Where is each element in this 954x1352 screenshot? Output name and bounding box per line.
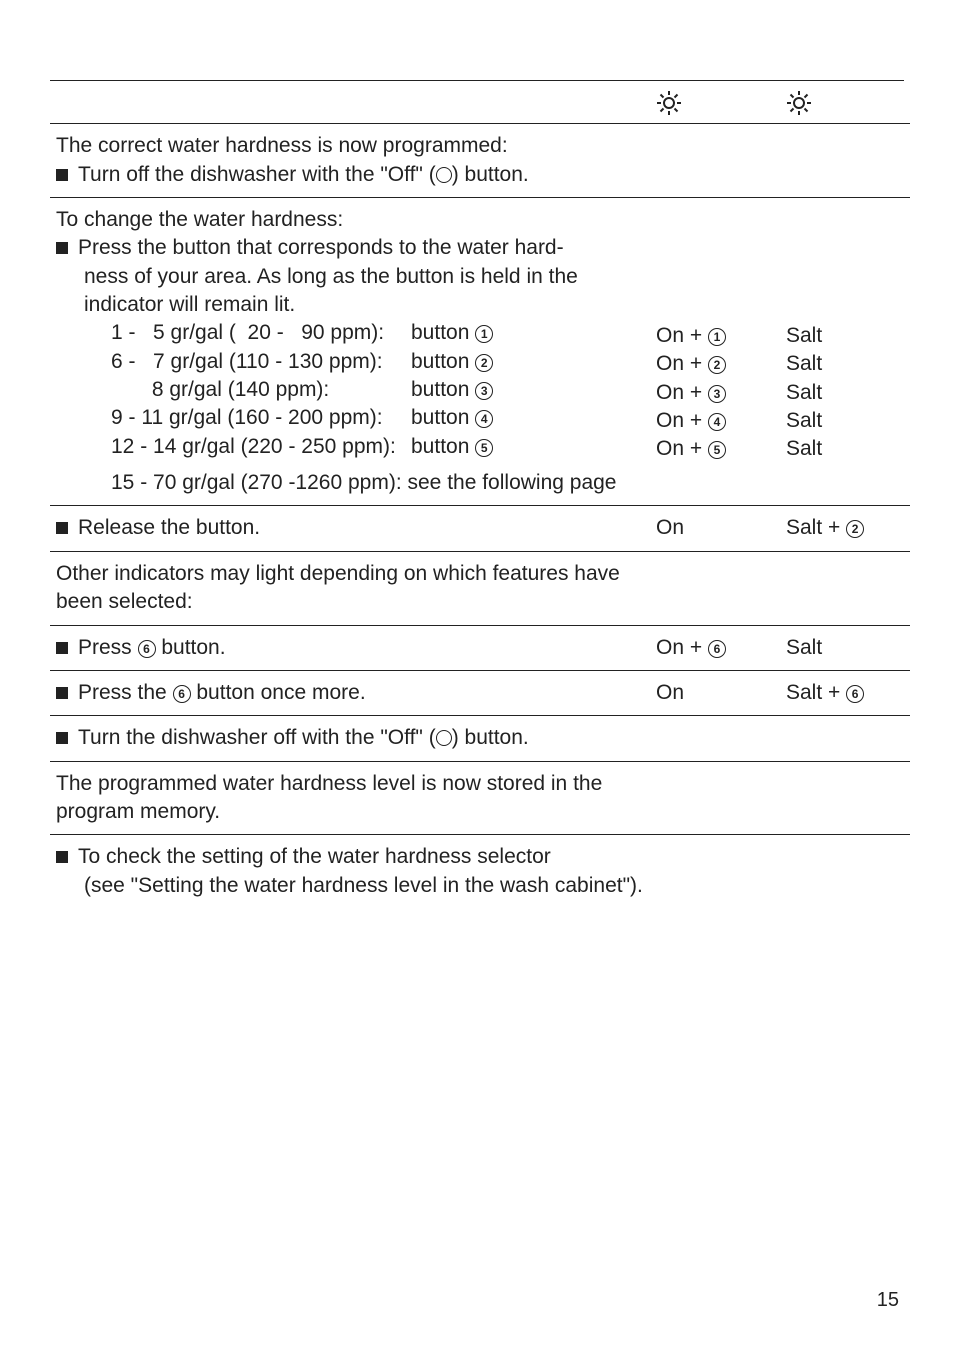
text: button. (156, 636, 226, 659)
bullet-icon (56, 687, 68, 699)
circled-1-icon: 1 (475, 325, 493, 343)
row-press-6: Press 6 button. (50, 625, 650, 670)
col-b: Salt + 6 (780, 670, 910, 715)
header-icon-b (780, 89, 910, 124)
bullet-icon (56, 522, 68, 534)
col-a: On (650, 506, 780, 551)
text: Salt (786, 381, 822, 404)
col-a: On + 1 On + 2 On + 3 On + 4 On + 5 (650, 198, 780, 506)
text: On + (656, 437, 708, 460)
text: On + (656, 409, 708, 432)
text: Salt (786, 352, 822, 375)
text: Turn off the dishwasher with the "Off" ( (78, 163, 436, 186)
row-press-6-again: Press the 6 button once more. (50, 670, 650, 715)
text: button (411, 350, 469, 373)
row-turn-off: Turn the dishwasher off with the "Off" (… (50, 716, 650, 761)
text: On + (656, 636, 708, 659)
range-1: 1 - 5 gr/gal ( 20 - 90 ppm): (111, 319, 411, 347)
text: button (411, 321, 469, 344)
header-icon-a (650, 89, 780, 124)
text: On + (656, 324, 708, 347)
circled-3-icon: 3 (708, 385, 726, 403)
col-b: Salt + 2 (780, 506, 910, 551)
text: To check the setting of the water hardne… (78, 845, 551, 868)
range-4: 9 - 11 gr/gal (160 - 200 ppm): (111, 404, 411, 432)
row-stored: The programmed water hardness level is n… (50, 761, 650, 835)
bullet-icon (56, 642, 68, 654)
text: Press the button that corresponds to the… (78, 236, 564, 259)
bullet-icon (56, 169, 68, 181)
instruction-table: The correct water hardness is now progra… (50, 89, 910, 908)
circled-6-icon: 6 (846, 685, 864, 703)
text: The correct water hardness is now progra… (56, 134, 508, 157)
page-number: 15 (877, 1289, 899, 1312)
circled-3-icon: 3 (475, 382, 493, 400)
text: Salt + (786, 516, 846, 539)
circled-4-icon: 4 (708, 413, 726, 431)
text: To change the water hardness: (56, 208, 343, 231)
row-programmed: The correct water hardness is now progra… (50, 124, 650, 198)
col-b: Salt (780, 625, 910, 670)
header-spacer (50, 89, 650, 124)
text: button (411, 378, 469, 401)
off-icon (436, 167, 452, 183)
text: button (411, 406, 469, 429)
text: Press (78, 636, 138, 659)
text: button (411, 435, 469, 458)
circled-2-icon: 2 (475, 354, 493, 372)
text: Salt (786, 437, 822, 460)
bullet-icon (56, 242, 68, 254)
circled-6-icon: 6 (138, 640, 156, 658)
circled-4-icon: 4 (475, 410, 493, 428)
bullet-icon (56, 732, 68, 744)
text: Salt + (786, 681, 846, 704)
text: button once more. (191, 681, 366, 704)
row-release: Release the button. (50, 506, 650, 551)
circled-6-icon: 6 (173, 685, 191, 703)
circled-6-icon: 6 (708, 640, 726, 658)
text: Salt (786, 324, 822, 347)
col-a: On (650, 670, 780, 715)
text: ) button. (452, 163, 529, 186)
circled-1-icon: 1 (708, 328, 726, 346)
text: (see "Setting the water hardness level i… (56, 872, 644, 900)
range-footer: 15 - 70 gr/gal (270 -1260 ppm): see the … (56, 469, 644, 497)
col-b: Salt Salt Salt Salt Salt (780, 198, 910, 506)
text: On + (656, 352, 708, 375)
row-check-setting: To check the setting of the water hardne… (50, 835, 650, 908)
range-5: 12 - 14 gr/gal (220 - 250 ppm): (111, 433, 411, 461)
text: Turn the dishwasher off with the "Off" ( (78, 726, 436, 749)
text: Salt (786, 409, 822, 432)
text: Press the (78, 681, 173, 704)
row-other-indicators: Other indicators may light depending on … (50, 551, 650, 625)
col-a: On + 6 (650, 625, 780, 670)
text: Release the button. (78, 516, 260, 539)
bullet-icon (56, 851, 68, 863)
text: ) button. (452, 726, 529, 749)
row-change-hardness: To change the water hardness: Press the … (50, 198, 650, 506)
off-icon (436, 730, 452, 746)
range-2: 6 - 7 gr/gal (110 - 130 ppm): (111, 348, 411, 376)
text: On + (656, 381, 708, 404)
circled-5-icon: 5 (475, 439, 493, 457)
circled-2-icon: 2 (846, 520, 864, 538)
range-3: 8 gr/gal (140 ppm): (111, 376, 411, 404)
circled-5-icon: 5 (708, 441, 726, 459)
text: ness of your area. As long as the button… (56, 263, 644, 320)
circled-2-icon: 2 (708, 356, 726, 374)
